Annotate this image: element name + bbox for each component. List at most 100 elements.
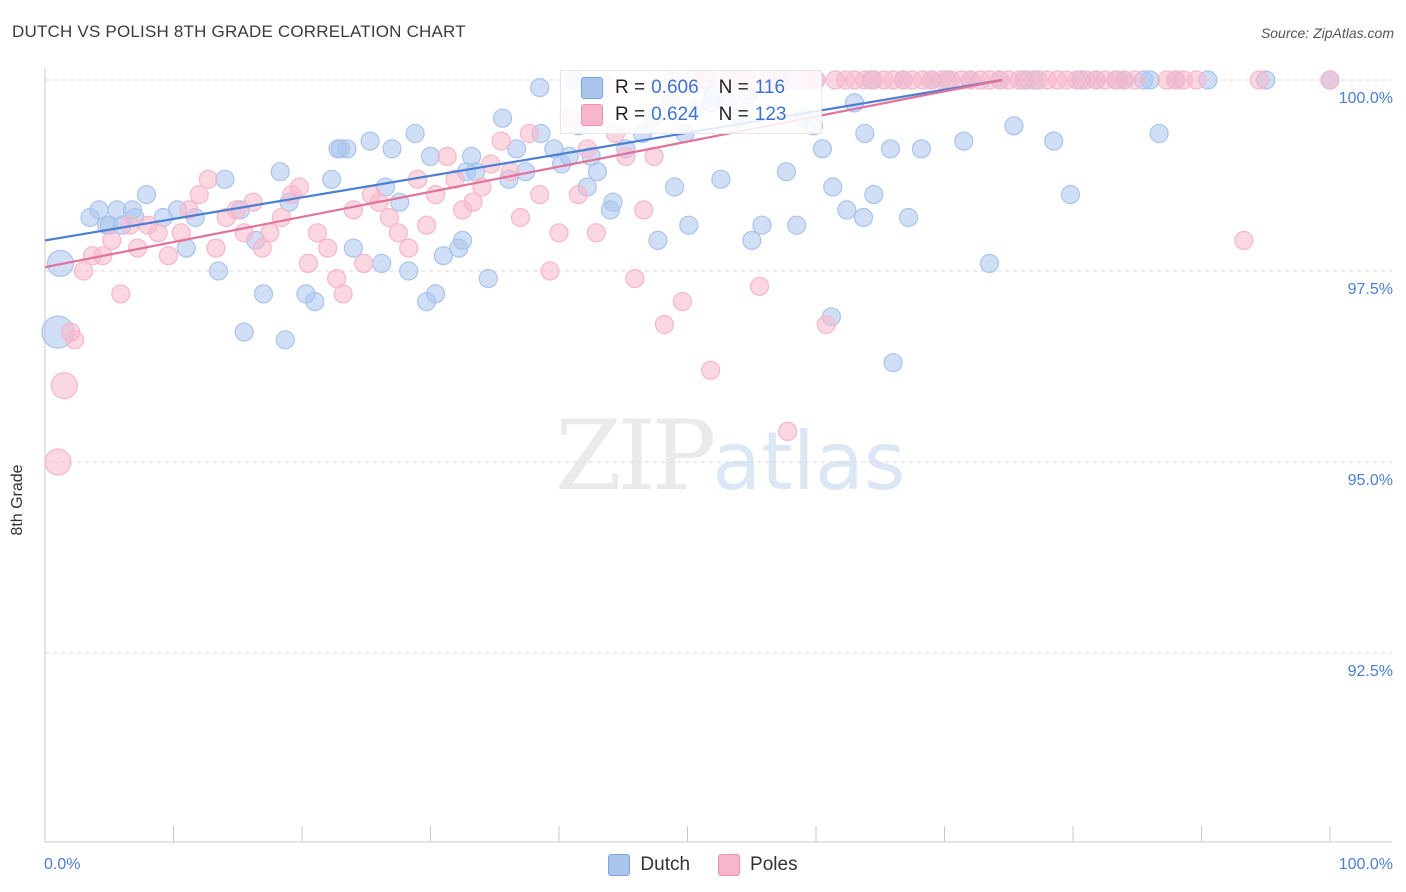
y-tick-label: 97.5% — [1348, 281, 1393, 298]
dutch-point — [880, 139, 901, 159]
dutch-point — [399, 261, 419, 281]
poles-point — [198, 169, 218, 189]
x-tick-label: 0.0% — [44, 856, 80, 873]
tick-labels: 92.5% 95.0% 97.5% 100.0% 0.0% 100.0% — [44, 90, 1393, 873]
trend-lines — [44, 78, 1003, 269]
poles-point — [61, 322, 81, 342]
dutch-point — [823, 177, 843, 197]
dutch-point — [453, 230, 473, 250]
n-value: 123 — [754, 104, 787, 125]
poles-point — [158, 246, 178, 266]
poles-point — [333, 284, 353, 304]
dutch-swatch — [581, 77, 603, 99]
dutch-point — [742, 230, 762, 250]
watermark: ZIPatlas — [555, 400, 906, 512]
chart-title: DUTCH VS POLISH 8TH GRADE CORRELATION CH… — [12, 22, 466, 41]
poles-point — [672, 292, 693, 312]
poles-point — [379, 207, 399, 228]
dutch-point — [812, 139, 833, 159]
r-label: R = — [615, 104, 646, 125]
y-tick-label: 100.0% — [1339, 90, 1393, 107]
dutch-point — [787, 215, 807, 235]
poles-point — [271, 207, 291, 228]
y-tick-label: 92.5% — [1348, 663, 1393, 680]
poles-point — [749, 276, 770, 296]
dutch-point — [1004, 116, 1024, 136]
dutch-point — [864, 185, 884, 205]
poles-point — [634, 200, 654, 220]
poles-point — [625, 269, 645, 289]
poles-point — [179, 200, 199, 220]
n-value: 116 — [754, 77, 786, 98]
legend-item-poles[interactable]: Poles — [718, 854, 798, 876]
dutch-point — [305, 292, 325, 312]
poles-point — [549, 223, 569, 243]
poles-point — [1320, 70, 1340, 90]
poles-point — [1125, 70, 1145, 90]
poles-point — [778, 421, 798, 441]
poles-point — [399, 238, 419, 258]
poles-point — [519, 123, 540, 144]
poles-point — [1234, 230, 1254, 250]
dutch-point — [405, 123, 425, 144]
dutch-point — [776, 162, 797, 182]
stats-legend: R = 0.606 N = 116 R = 0.624 N = 123 — [560, 70, 822, 134]
dutch-point — [136, 185, 157, 205]
legend-label-poles: Poles — [750, 854, 798, 875]
y-axis-label: 8th Grade — [9, 464, 26, 536]
poles-point — [50, 372, 78, 400]
poles-point — [568, 185, 588, 205]
n-label: N = — [718, 104, 749, 125]
watermark-zip: ZIP — [555, 400, 716, 512]
dutch-point — [1044, 131, 1064, 151]
poles-point — [102, 230, 122, 250]
poles-point — [206, 238, 226, 258]
dutch-point — [911, 139, 932, 159]
poles-point — [1186, 70, 1207, 90]
poles-point — [540, 261, 560, 281]
poles-point — [252, 238, 272, 258]
dutch-point — [208, 261, 229, 281]
dutch-point — [433, 246, 453, 266]
dutch-point — [711, 169, 731, 189]
r-value: 0.624 — [651, 104, 699, 125]
dutch-point — [648, 230, 668, 250]
source-label: Source: ZipAtlas.com — [1260, 25, 1394, 41]
legend-item-dutch[interactable]: Dutch — [608, 854, 690, 876]
dutch-point — [603, 192, 623, 212]
dutch-point — [360, 131, 380, 151]
dutch-point — [275, 330, 295, 350]
dutch-point — [979, 253, 1000, 273]
dutch-point — [215, 169, 235, 189]
dutch-point — [478, 269, 498, 289]
dutch-point — [664, 177, 685, 197]
poles-point — [491, 131, 511, 151]
poles-trend-line — [44, 78, 1003, 269]
y-axis-label-wrap: 8th Grade — [9, 464, 38, 620]
poles-point — [298, 253, 318, 273]
poles-point — [343, 200, 363, 220]
poles-point — [318, 238, 338, 258]
dutch-point — [382, 139, 402, 159]
dutch-point — [837, 200, 857, 220]
poles-point — [260, 223, 280, 243]
poles-point — [426, 185, 446, 205]
poles-point — [586, 223, 606, 243]
poles-point — [463, 192, 483, 212]
poles-swatch — [718, 854, 741, 876]
poles-point — [189, 185, 209, 205]
dutch-point — [420, 146, 441, 166]
poles-point — [510, 207, 531, 228]
dutch-point — [530, 77, 550, 98]
dutch-point — [492, 108, 513, 128]
poles-point — [73, 261, 94, 281]
axes — [44, 68, 1392, 843]
dutch-point — [234, 322, 254, 342]
dutch-point — [898, 207, 919, 228]
poles-point — [700, 360, 721, 380]
series-legend: Dutch Poles — [0, 852, 1406, 878]
dutch-point — [883, 353, 903, 373]
x-tick-label: 100.0% — [1339, 856, 1393, 873]
dutch-point — [462, 146, 482, 166]
poles-point — [388, 223, 408, 243]
